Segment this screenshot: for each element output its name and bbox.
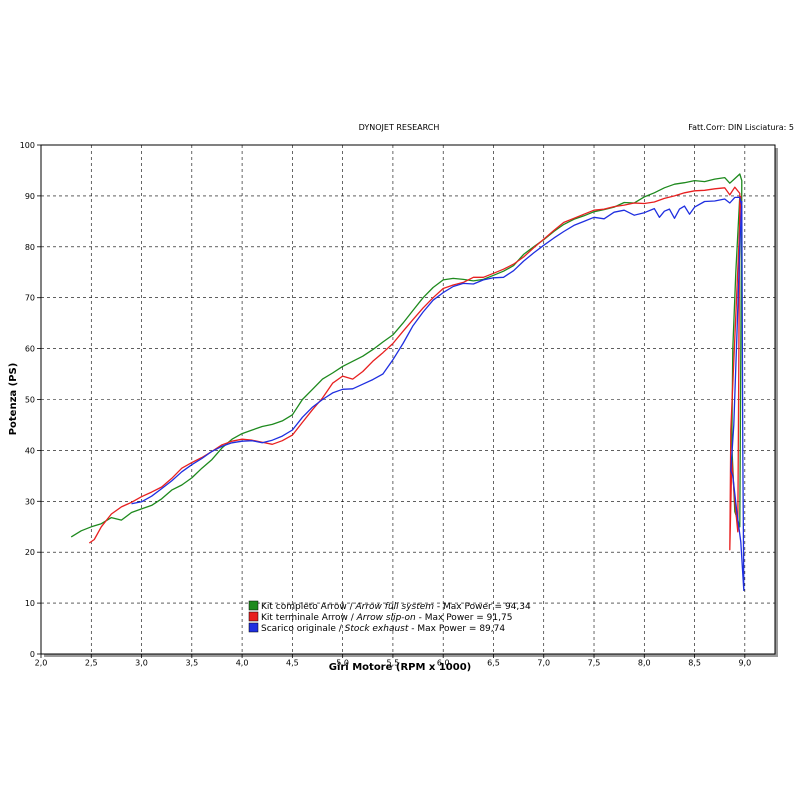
y-tick-label: 100: [20, 141, 35, 150]
x-tick-label: 4,0: [236, 659, 249, 668]
grid: [41, 145, 775, 654]
x-tick-label: 2,0: [35, 659, 48, 668]
series-line-full-system: [70, 173, 743, 538]
legend-swatch-slip-on: [248, 611, 259, 622]
legend-swatch-stock: [248, 622, 259, 633]
x-tick-label: 6,5: [487, 659, 500, 668]
x-tick-label: 2,5: [85, 659, 98, 668]
y-tick-label: 20: [25, 548, 35, 557]
x-tick-label: 3,5: [185, 659, 198, 668]
series-layer: [70, 173, 745, 592]
legend-name-stock: Scarico originale /: [261, 624, 345, 634]
legend-max-slip-on: - Max Power = 91,75: [416, 613, 513, 623]
x-tick-label: 6,0: [437, 659, 450, 668]
legend-max-stock: - Max Power = 89,74: [408, 624, 505, 634]
x-axis-label: Giri Motore (RPM x 1000): [329, 662, 472, 673]
chart-title: DYNOJET RESEARCH: [359, 123, 440, 132]
legend-entry-stock: Scarico originale / Stock exhaust - Max …: [261, 624, 505, 634]
y-tick-label: 70: [25, 294, 35, 303]
y-tick-label: 50: [25, 396, 35, 405]
y-tick-label: 30: [25, 497, 35, 506]
x-tick-label: 7,0: [537, 659, 550, 668]
legend-italic-slip-on: Arrow slip-on: [356, 613, 416, 623]
legend-italic-stock: Stock exhaust: [345, 624, 409, 634]
legend-entry-slip-on: Kit terminale Arrow / Arrow slip-on - Ma…: [261, 613, 512, 623]
axis-ticks: 2,0 2,5 3,0 3,5 4,0 4,5 5,0 5,5 6,0 6,5 7,0 7,5 8,0 8…: [20, 141, 751, 668]
legend-name-full-system: Kit completo Arrow /: [261, 602, 355, 612]
legend-name-slip-on: Kit terminale Arrow /: [261, 613, 357, 623]
x-tick-label: 8,5: [688, 659, 701, 668]
legend-max-full-system: - Max Power = 94,34: [434, 602, 531, 612]
correction-info: Fatt.Corr: DIN Lisciatura: 5: [688, 123, 794, 132]
y-tick-label: 80: [25, 243, 35, 252]
legend: Kit completo Arrow / Arrow full system -…: [248, 600, 531, 634]
y-tick-label: 0: [30, 650, 35, 659]
y-tick-label: 60: [25, 345, 35, 354]
series-line-stock: [131, 196, 745, 592]
x-tick-label: 9,0: [738, 659, 751, 668]
legend-swatch-full-system: [248, 600, 259, 611]
x-tick-label: 8,0: [638, 659, 651, 668]
legend-entry-full-system: Kit completo Arrow / Arrow full system -…: [261, 602, 531, 612]
x-tick-label: 4,5: [286, 659, 299, 668]
y-axis-label: Potenza (PS): [8, 363, 19, 436]
y-tick-label: 90: [25, 192, 35, 201]
x-tick-label: 5,5: [387, 659, 400, 668]
x-tick-label: 3,0: [135, 659, 148, 668]
x-tick-label: 5,0: [336, 659, 349, 668]
x-tick-label: 7,5: [588, 659, 601, 668]
y-tick-label: 10: [25, 599, 35, 608]
legend-italic-full-system: Arrow full system: [354, 602, 434, 612]
y-tick-label: 40: [25, 446, 35, 455]
